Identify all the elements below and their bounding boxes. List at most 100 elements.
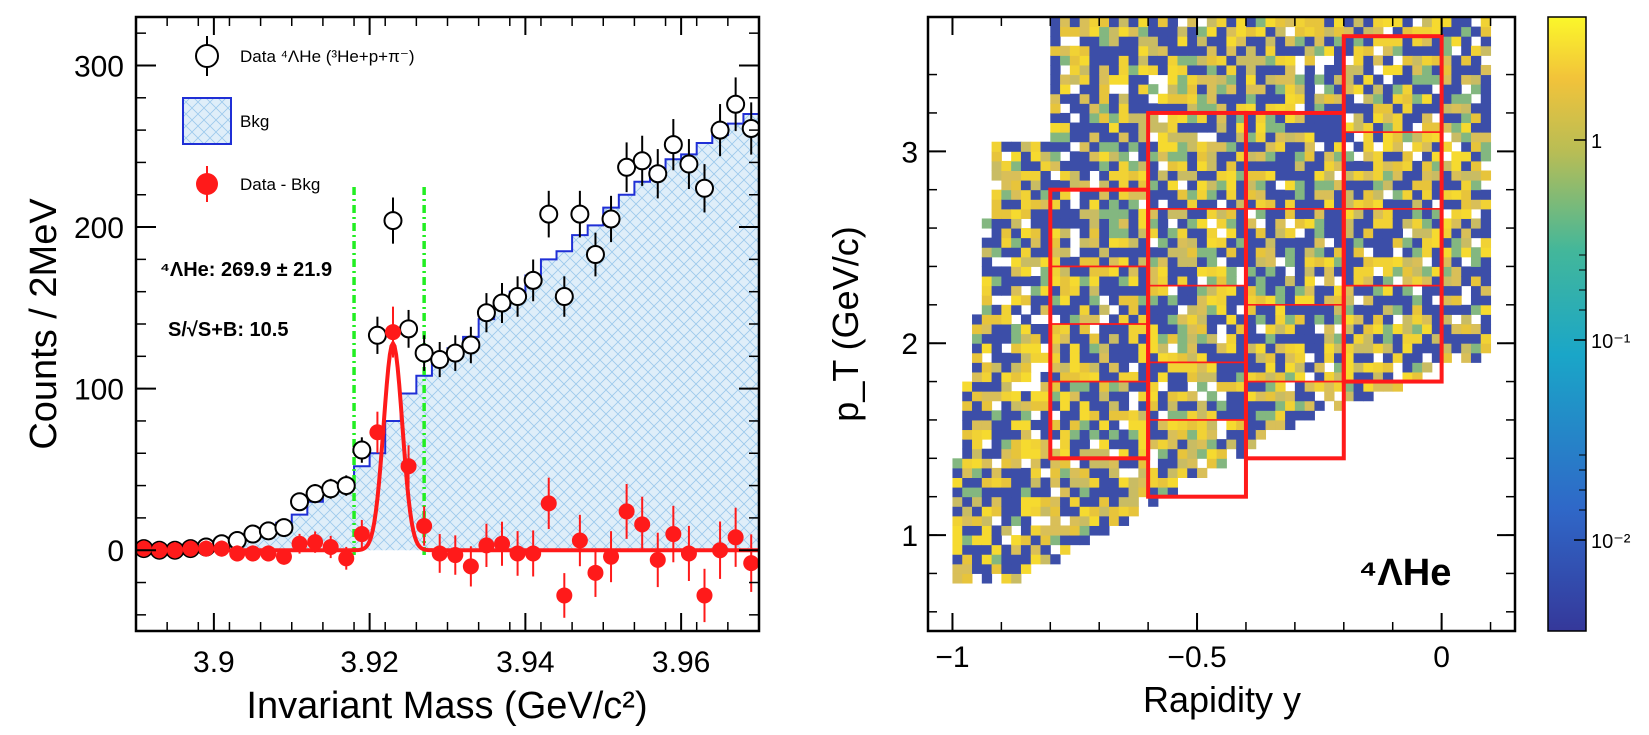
heatmap-cell	[1392, 256, 1403, 267]
heatmap-cell	[1148, 112, 1159, 124]
heatmap-cell	[1157, 17, 1169, 28]
heatmap-cell	[1187, 371, 1198, 383]
heatmap-cell	[1011, 506, 1022, 517]
heatmap-cell	[1197, 36, 1208, 47]
heatmap-cell	[1353, 381, 1364, 392]
heatmap-cell	[1304, 208, 1315, 219]
heatmap-cell	[1020, 151, 1032, 162]
sub-point	[213, 540, 230, 557]
heatmap-cell	[1353, 189, 1364, 200]
heatmap-cell	[1402, 352, 1413, 363]
heatmap-cell	[1461, 132, 1472, 143]
heatmap-cell	[1011, 371, 1022, 383]
heatmap-cell	[981, 448, 993, 459]
heatmap-cell	[1343, 343, 1355, 354]
heatmap-cell	[1197, 208, 1208, 219]
heatmap-cell	[1451, 84, 1462, 95]
heatmap-cell	[1148, 55, 1159, 66]
heatmap-cell	[1099, 112, 1110, 124]
heatmap-cell	[1285, 371, 1296, 383]
heatmap-cell	[1236, 314, 1247, 325]
sub-point	[151, 542, 168, 559]
heatmap-cell	[1265, 391, 1276, 402]
heatmap-cell	[1226, 160, 1237, 171]
heatmap-cell	[1245, 26, 1257, 37]
heatmap-cell	[1020, 160, 1032, 171]
heatmap-cell	[1343, 103, 1355, 114]
heatmap-cell	[1099, 448, 1110, 459]
heatmap-cell	[1255, 122, 1267, 133]
heatmap-cell	[1363, 55, 1374, 66]
heatmap-cell	[1245, 180, 1257, 191]
heatmap-cell	[1167, 112, 1178, 124]
heatmap-cell	[1470, 160, 1482, 171]
heatmap-cell	[1138, 17, 1149, 28]
heatmap-cell	[1245, 439, 1257, 450]
heatmap-cell	[1353, 122, 1364, 133]
heatmap-cell	[1216, 103, 1227, 114]
heatmap-cell	[1148, 26, 1159, 37]
heatmap-cell	[1148, 467, 1159, 478]
heatmap-cell	[1030, 247, 1042, 258]
heatmap-cell	[1441, 256, 1452, 267]
heatmap-cell	[1334, 151, 1345, 162]
heatmap-cell	[1118, 141, 1130, 152]
heatmap-cell	[1392, 333, 1403, 344]
heatmap-cell	[1108, 103, 1120, 114]
heatmap-cell	[1050, 132, 1061, 143]
heatmap-cell	[1392, 93, 1403, 104]
heatmap-cell	[1422, 103, 1433, 114]
heatmap-cell	[1334, 199, 1345, 210]
heatmap-cell	[1206, 93, 1218, 104]
heatmap-cell	[1206, 84, 1218, 95]
heatmap-cell	[1069, 132, 1081, 143]
sub-point	[244, 545, 261, 562]
heatmap-cell	[1236, 391, 1247, 402]
heatmap-cell	[1304, 170, 1315, 181]
heatmap-cell	[1089, 74, 1100, 85]
heatmap-cell	[1118, 439, 1130, 450]
heatmap-cell	[1197, 314, 1208, 325]
heatmap-cell	[1148, 170, 1159, 181]
heatmap-cell	[1138, 74, 1149, 85]
heatmap-cell	[1177, 189, 1188, 200]
heatmap-cell	[1079, 314, 1090, 325]
heatmap-cell	[1285, 45, 1296, 56]
heatmap-cell	[1118, 170, 1130, 181]
heatmap-cell	[1128, 237, 1139, 248]
heatmap-cell	[1422, 132, 1433, 143]
heatmap-cell	[1275, 26, 1286, 37]
heatmap-cell	[1069, 362, 1081, 373]
heatmap-cell	[1353, 199, 1364, 210]
heatmap-cell	[1480, 295, 1492, 306]
heatmap-cell	[1245, 400, 1257, 411]
heatmap-cell	[1079, 506, 1090, 517]
heatmap-cell	[1118, 391, 1130, 402]
heatmap-cell	[1177, 314, 1188, 325]
heatmap-cell	[1470, 266, 1482, 277]
heatmap-cell	[1011, 573, 1022, 584]
heatmap-cell	[1245, 314, 1257, 325]
heatmap-cell	[1118, 314, 1130, 325]
heatmap-cell	[1148, 487, 1159, 498]
sub-point	[525, 545, 542, 562]
heatmap-cell	[1118, 74, 1130, 85]
heatmap-cell	[1285, 314, 1296, 325]
heatmap-cell	[1314, 45, 1325, 56]
heatmap-cell	[1187, 324, 1198, 335]
heatmap-cell	[1197, 381, 1208, 392]
heatmap-cell	[1177, 112, 1188, 124]
heatmap-cell	[1402, 237, 1413, 248]
heatmap-cell	[1480, 64, 1492, 76]
heatmap-cell	[1148, 208, 1159, 219]
heatmap-cell	[1099, 228, 1110, 239]
heatmap-cell	[991, 199, 1002, 210]
heatmap-cell	[1392, 295, 1403, 306]
heatmap-cell	[1118, 496, 1130, 507]
heatmap-cell	[1040, 419, 1051, 431]
heatmap-cell	[1275, 266, 1286, 277]
heatmap-cell	[1079, 256, 1090, 267]
heatmap-cell	[1236, 199, 1247, 210]
legend-bkg-swatch	[182, 97, 232, 145]
